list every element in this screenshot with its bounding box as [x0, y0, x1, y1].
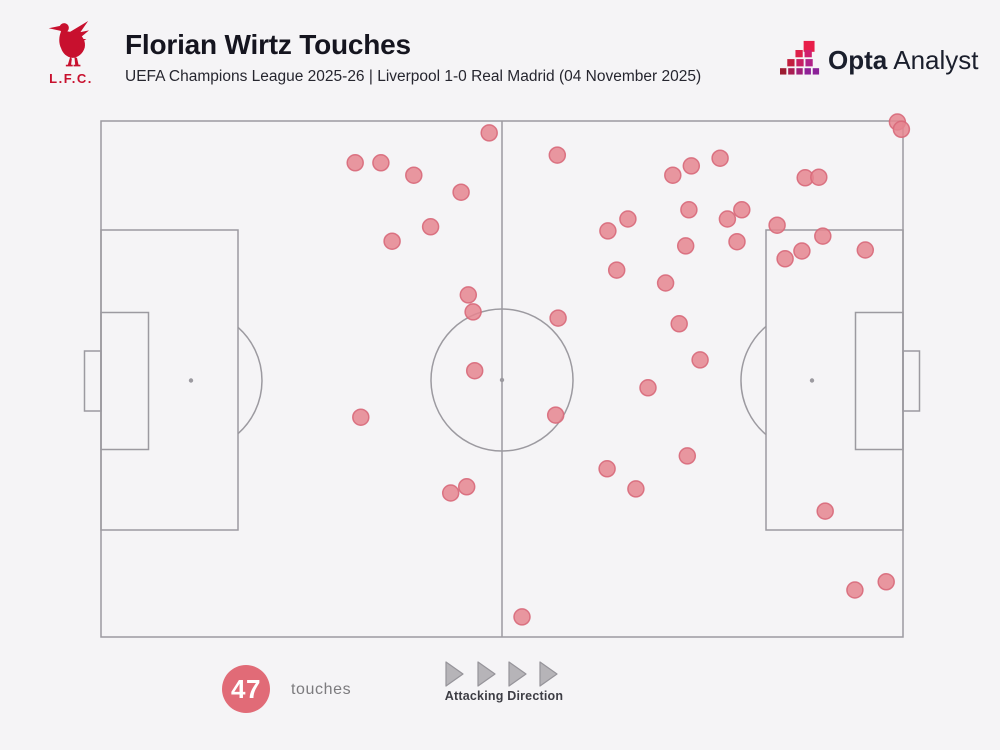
touch-dot [639, 379, 657, 397]
touch-dot [607, 261, 626, 279]
touch-count-badge: 47 [222, 665, 270, 713]
liverpool-crest: L.F.C. [42, 19, 100, 86]
touch-dot [441, 484, 460, 502]
touch-dot [619, 210, 637, 228]
attacking-direction-label: Attacking Direction [444, 689, 564, 703]
touch-dot [768, 216, 786, 234]
touch-dot [682, 157, 701, 175]
touch-dot [664, 166, 682, 184]
touch-dot [405, 166, 423, 184]
touch-dot [711, 149, 729, 167]
opta-mosaic-icon [780, 40, 820, 75]
touch-dot [776, 250, 794, 268]
touch-dot [383, 232, 401, 250]
touch-dot [676, 237, 695, 255]
opta-wordmark-regular: Analyst [893, 44, 979, 75]
crest-label: L.F.C. [49, 71, 93, 86]
touch-dot [627, 480, 645, 498]
touch-dot [816, 502, 834, 520]
touch-dot [793, 242, 811, 260]
touch-dot [421, 218, 440, 236]
touch-dot [513, 608, 531, 626]
touch-dots-layer [346, 113, 911, 626]
touch-dot [892, 120, 911, 139]
touch-dot [372, 154, 390, 172]
touch-dot [846, 581, 864, 599]
touch-dot [680, 201, 698, 219]
touch-dot [599, 222, 617, 240]
liver-bird-icon [48, 21, 89, 67]
page-title: Florian Wirtz Touches [125, 29, 411, 60]
touch-dot [465, 361, 484, 380]
attacking-direction-arrows-icon [445, 661, 558, 687]
touch-dot [691, 351, 709, 369]
touch-count-value: 47 [231, 673, 261, 704]
touch-dot [548, 146, 567, 164]
touches-label: touches [291, 681, 352, 698]
touch-dot [549, 309, 567, 327]
touch-dot [598, 460, 616, 478]
opta-wordmark-bold: Opta [828, 44, 888, 75]
touch-dot [346, 154, 364, 172]
attacking-direction: Attacking Direction [440, 661, 568, 703]
touch-dot [670, 315, 688, 333]
touch-dot [856, 241, 875, 259]
touch-dot [877, 573, 895, 591]
touch-dot [728, 232, 746, 251]
opta-analyst-wordmark: Opta Analyst [828, 45, 979, 76]
touch-dot [464, 303, 482, 321]
touch-dot [459, 286, 478, 304]
touch-dot [457, 478, 476, 496]
touch-dot [733, 201, 751, 219]
page-subtitle: UEFA Champions League 2025-26 | Liverpoo… [125, 68, 702, 85]
header-titles: Florian Wirtz Touches UEFA Champions Lea… [125, 29, 701, 86]
touch-dot [718, 210, 737, 228]
touch-dot [352, 408, 370, 426]
touch-dot [810, 168, 828, 186]
touch-dot [452, 183, 470, 201]
touch-dot [480, 124, 498, 142]
pitch-spots [188, 377, 815, 383]
touch-dot [546, 406, 565, 424]
opta-analyst-logo: Opta Analyst [780, 40, 979, 80]
touch-dot [656, 274, 675, 292]
touch-dot [814, 227, 832, 245]
touch-dot [678, 447, 697, 465]
